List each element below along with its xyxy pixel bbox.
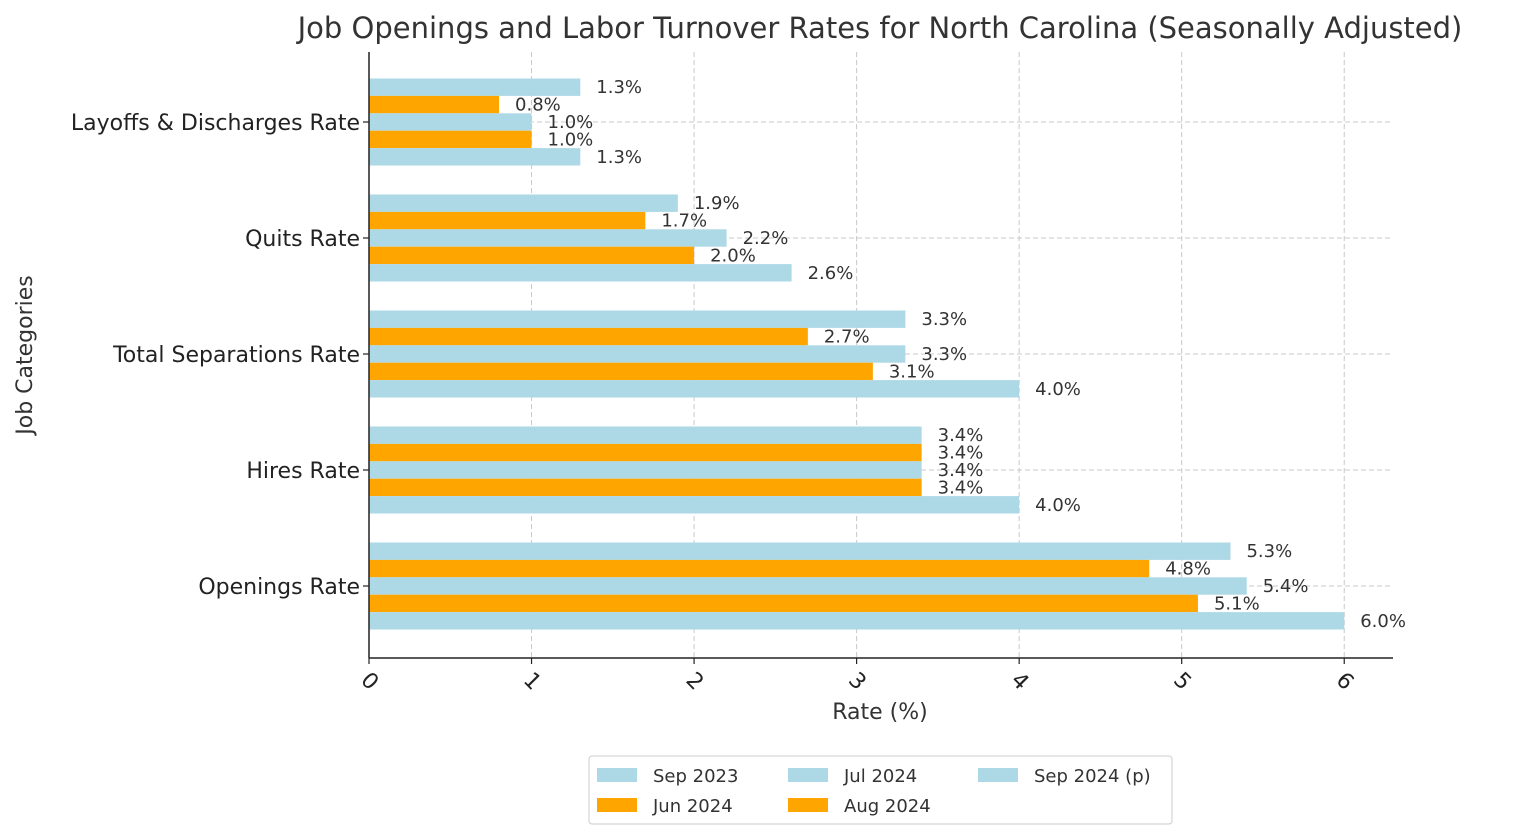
bar [369,380,1020,398]
data-label: 2.2% [743,228,789,249]
legend-swatch [788,798,828,812]
bar [369,229,727,247]
legend-label: Jul 2024 [843,766,917,787]
y-axis-label: Job Categories [13,275,38,437]
data-label: 5.3% [1246,541,1292,562]
data-label: 1.0% [548,112,594,133]
data-label: 5.4% [1263,576,1309,597]
data-label: 1.3% [596,147,642,168]
bar [369,211,646,230]
bar [369,310,906,328]
bars [369,78,1345,630]
legend-label: Jun 2024 [652,796,733,817]
bar [369,559,1150,578]
bar [369,95,500,114]
x-tick-label: 1 [518,668,546,696]
bar [369,113,532,131]
axes: 0 1 2 3 4 5 6 Openings Rate Hires Rate Total Sepa… [71,52,1393,695]
bar [369,478,922,497]
bar [369,264,792,282]
category-label: Openings Rate [198,575,360,600]
data-label: 3.4% [938,443,984,464]
legend-swatch [597,768,637,782]
legend: Sep 2023 Jun 2024 Jul 2024 Aug 2024 Sep 2024… [588,755,1173,825]
data-label: 3.1% [889,361,935,382]
x-tick-label: 5 [1168,668,1196,696]
x-tick-label: 2 [681,668,709,696]
data-label: 3.4% [938,425,984,446]
data-label: 1.0% [548,129,594,150]
bar [369,426,922,444]
data-label: 3.3% [921,309,967,330]
bar [369,542,1231,560]
legend-label: Sep 2023 [653,766,738,787]
bar [369,461,922,479]
bar [369,594,1198,613]
legend-swatch [978,768,1018,782]
data-label: 0.8% [515,95,561,116]
legend-swatch [788,768,828,782]
x-tick-label: 4 [1006,668,1034,696]
bar [369,612,1345,630]
category-label: Total Separations Rate [112,343,360,368]
category-label: Quits Rate [245,227,360,252]
data-label: 3.3% [921,344,967,365]
legend-swatch [597,798,637,812]
data-label: 6.0% [1360,611,1406,632]
data-label: 1.9% [694,193,740,214]
legend-label: Aug 2024 [844,796,931,817]
data-label: 4.8% [1165,559,1211,580]
x-tick-label: 6 [1331,668,1359,696]
bar [369,345,906,363]
data-label: 2.6% [808,263,854,284]
x-axis-label: Rate (%) [832,700,928,725]
bar [369,327,808,346]
data-label: 2.0% [710,245,756,266]
bar [369,148,581,166]
bar [369,78,581,96]
bar [369,577,1247,595]
legend-frame [588,755,1173,825]
category-label: Layoffs & Discharges Rate [71,111,360,136]
data-label: 1.7% [661,211,707,232]
data-label: 4.0% [1035,495,1081,516]
data-label: 3.4% [938,477,984,498]
bar [369,362,873,381]
data-label: 4.0% [1035,379,1081,400]
bar [369,443,922,462]
x-tick-label: 3 [843,668,871,696]
bar [369,246,695,265]
data-label: 3.4% [938,460,984,481]
data-label: 1.3% [596,77,642,98]
bar [369,496,1020,514]
chart-title: Job Openings and Labor Turnover Rates fo… [296,11,1463,45]
x-tick-label: 0 [356,668,384,696]
category-label: Hires Rate [246,459,360,484]
legend-label: Sep 2024 (p) [1034,766,1151,787]
data-label: 5.1% [1214,593,1260,614]
bar [369,130,532,149]
bar [369,194,678,212]
data-label: 2.7% [824,327,870,348]
data-labels: 5.3% 3.4% 3.3% 1.9% 1.3% 4.8% 3.4% 2.7% 1.7% 0.8%… [515,77,1406,632]
